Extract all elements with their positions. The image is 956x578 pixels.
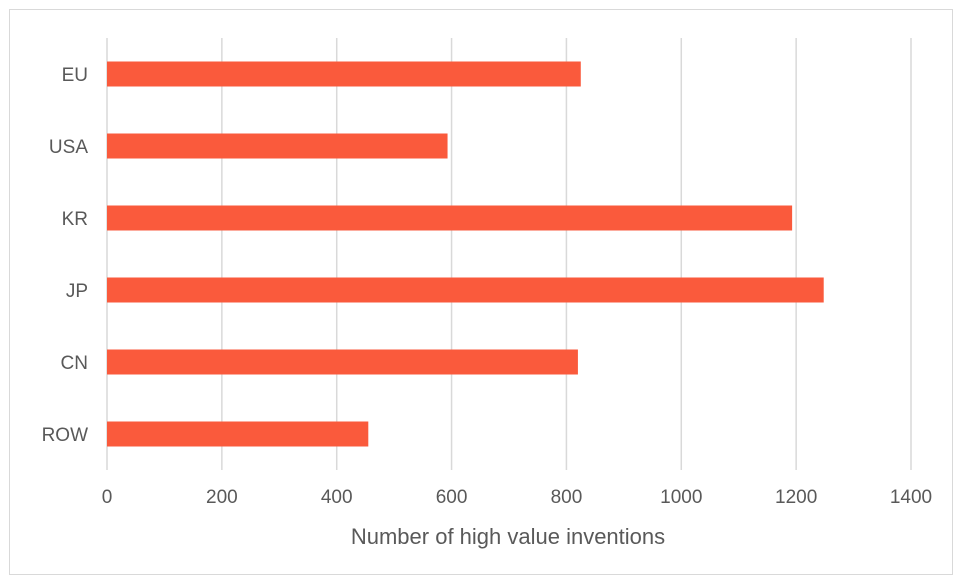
category-label-jp: JP: [66, 281, 88, 302]
category-label-usa: USA: [49, 137, 88, 158]
bar-eu: [107, 61, 581, 87]
x-tick-label-800: 800: [551, 487, 583, 508]
gridlines: [106, 38, 912, 470]
x-tick-labels: 0 200 400 600 800 1000 1200 1400: [102, 487, 932, 508]
category-label-row: ROW: [42, 425, 89, 446]
x-tick-label-1400: 1400: [890, 487, 932, 508]
x-tick-label-600: 600: [436, 487, 468, 508]
bar-cn: [107, 349, 578, 375]
category-label-kr: KR: [62, 209, 88, 230]
x-tick-label-200: 200: [206, 487, 238, 508]
category-labels: EU USA KR JP CN ROW: [42, 65, 89, 446]
category-label-cn: CN: [61, 353, 88, 374]
x-axis-title: Number of high value inventions: [351, 524, 665, 549]
x-tick-label-400: 400: [321, 487, 353, 508]
bar-kr: [107, 205, 793, 231]
bar-row: [107, 421, 369, 447]
bar-jp: [107, 277, 824, 303]
category-label-eu: EU: [62, 65, 88, 86]
x-tick-label-1000: 1000: [660, 487, 702, 508]
x-tick-label-1200: 1200: [775, 487, 817, 508]
bars: [107, 61, 824, 447]
bar-usa: [107, 133, 448, 159]
x-tick-label-0: 0: [102, 487, 113, 508]
